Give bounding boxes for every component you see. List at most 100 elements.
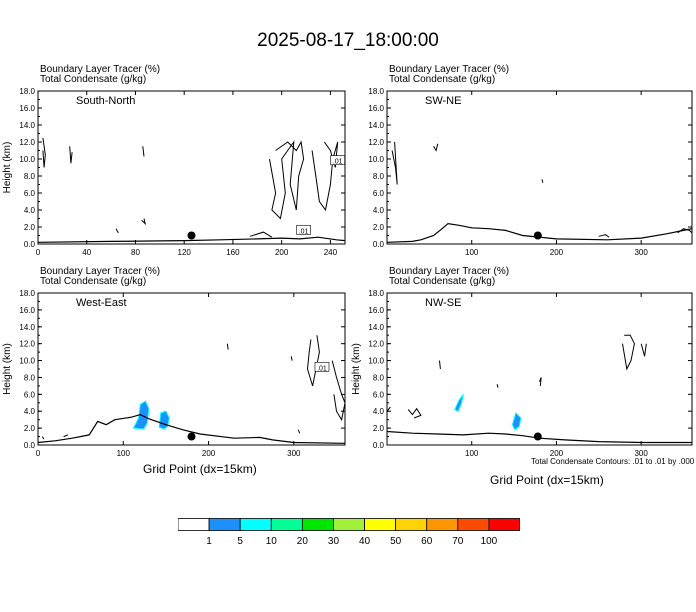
x-tick-label: 300 <box>287 449 301 458</box>
terrain-line <box>37 413 346 444</box>
condensate-contour-0 <box>226 343 229 350</box>
x-tick-label: 100 <box>465 449 479 458</box>
colorbar-label: 70 <box>452 536 464 547</box>
colorbar-label: 60 <box>421 536 433 547</box>
condensate-contour-5 <box>386 406 391 412</box>
plot-frame <box>37 292 346 446</box>
condensate-contour-4 <box>311 141 339 212</box>
condensate-contour-3 <box>539 377 542 386</box>
y-tick-label: 10.0 <box>368 155 384 164</box>
colorbar-swatch <box>270 518 303 531</box>
condensate-contour-2 <box>439 360 441 370</box>
contour-label: .01 <box>317 365 327 372</box>
y-tick-label: 16.0 <box>368 104 384 113</box>
y-tick-label: 12.0 <box>19 340 35 349</box>
panel3-field-label: Boundary Layer Tracer (%) <box>40 266 161 277</box>
x-tick-label: 200 <box>550 449 564 458</box>
y-tick-label: 0.0 <box>373 240 385 249</box>
colorbar-label: 5 <box>237 536 243 547</box>
y-tick-label: 12.0 <box>19 138 35 147</box>
condensate-contour-0 <box>622 334 635 371</box>
condensate-contour-1 <box>306 335 320 387</box>
y-tick-label: 0.0 <box>24 240 36 249</box>
colorbar <box>178 518 520 531</box>
cross-section-label: South-North <box>76 95 135 107</box>
x-tick-label: 240 <box>324 248 338 257</box>
colorbar-label: 40 <box>358 536 371 547</box>
x-axis-label-left: Grid Point (dx=15km) <box>143 462 257 476</box>
location-marker <box>187 231 196 240</box>
panel3-field-label-2: Total Condensate (g/kg) <box>40 276 147 287</box>
y-tick-label: 8.0 <box>24 172 36 181</box>
plot-frame <box>386 90 693 245</box>
colorbar-swatch <box>178 518 210 531</box>
condensate-contour-0 <box>42 137 46 168</box>
condensate-contour-4 <box>41 436 45 440</box>
colorbar-label: 1 <box>206 536 212 547</box>
y-axis-label: Height (km) <box>2 343 13 395</box>
y-tick-label: 6.0 <box>373 189 385 198</box>
panel-nw-se: 0.0 2.0 4.0 6.0 8.0 10.0 12.0 14.0 16.0 18.0 100 20… <box>351 289 693 458</box>
condensate-contour-1 <box>69 146 73 164</box>
y-tick-label: 18.0 <box>368 289 384 298</box>
panel-south-north: 0.0 2.0 4.0 6.0 8.0 10.0 12.0 14.0 16.0 18.0 0 40 80… <box>2 87 346 257</box>
panel4-field-label-2: Total Condensate (g/kg) <box>389 276 496 287</box>
x-tick-label: 100 <box>465 248 479 257</box>
x-tick-label: 300 <box>634 449 648 458</box>
y-tick-label: 0.0 <box>373 441 385 450</box>
x-tick-label: 200 <box>275 248 289 257</box>
colorbar-swatch <box>488 518 520 531</box>
contour-label: .01 <box>299 228 309 235</box>
y-axis-label: Height (km) <box>351 343 362 395</box>
condensate-contour-6 <box>115 228 119 234</box>
figure-title: 2025-08-17_18:00:00 <box>257 30 439 51</box>
y-tick-label: 16.0 <box>368 306 384 315</box>
colorbar-swatch <box>426 518 459 531</box>
condensate-contour-2 <box>541 179 544 183</box>
y-tick-label: 18.0 <box>19 289 35 298</box>
y-tick-label: 16.0 <box>19 306 35 315</box>
x-tick-label: 120 <box>178 248 192 257</box>
contour-label-box <box>330 155 345 165</box>
condensate-contour-1 <box>640 343 647 357</box>
y-tick-label: 18.0 <box>19 87 35 96</box>
cross-section-label: SW-NE <box>425 95 461 107</box>
panel1-field-label: Boundary Layer Tracer (%) <box>40 64 161 75</box>
y-tick-label: 8.0 <box>24 373 36 382</box>
y-axis-label: Height (km) <box>2 142 13 194</box>
cross-section-label: NW-SE <box>425 297 461 309</box>
plot-frame <box>37 90 346 245</box>
x-tick-label: 80 <box>131 248 140 257</box>
y-tick-label: 4.0 <box>373 407 385 416</box>
colorbar-label: 50 <box>390 536 402 547</box>
y-tick-label: 2.0 <box>373 424 385 433</box>
contour-label: .01 <box>333 159 343 166</box>
x-tick-label: 100 <box>117 449 131 458</box>
panel4-field-label: Boundary Layer Tracer (%) <box>389 266 510 277</box>
colorbar-swatch <box>301 518 334 531</box>
colorbar-label: 10 <box>265 536 277 547</box>
y-tick-label: 14.0 <box>368 121 384 130</box>
y-tick-label: 4.0 <box>373 206 385 215</box>
location-marker <box>187 432 196 441</box>
y-tick-label: 14.0 <box>19 121 35 130</box>
condensate-contour-4 <box>407 407 422 419</box>
colorbar-swatch <box>239 518 272 531</box>
y-tick-label: 0.0 <box>24 441 36 450</box>
terrain-line <box>386 430 692 444</box>
location-marker <box>533 432 542 441</box>
panel-west-east: 0.0 2.0 4.0 6.0 8.0 10.0 12.0 14.0 16.0 18.0 0 100 2… <box>2 289 346 458</box>
y-tick-label: 8.0 <box>373 172 385 181</box>
y-tick-label: 4.0 <box>24 206 36 215</box>
y-tick-label: 2.0 <box>24 223 36 232</box>
y-tick-label: 12.0 <box>368 340 384 349</box>
terrain-line <box>37 236 346 243</box>
condensate-contour-1 <box>433 143 439 152</box>
x-tick-label: 160 <box>226 248 240 257</box>
x-tick-label: 40 <box>82 248 91 257</box>
y-tick-label: 6.0 <box>24 390 36 399</box>
panel2-field-label-2: Total Condensate (g/kg) <box>389 74 496 85</box>
x-tick-label: 0 <box>36 449 41 458</box>
colorbar-label: 30 <box>327 536 340 547</box>
location-marker <box>533 231 542 240</box>
